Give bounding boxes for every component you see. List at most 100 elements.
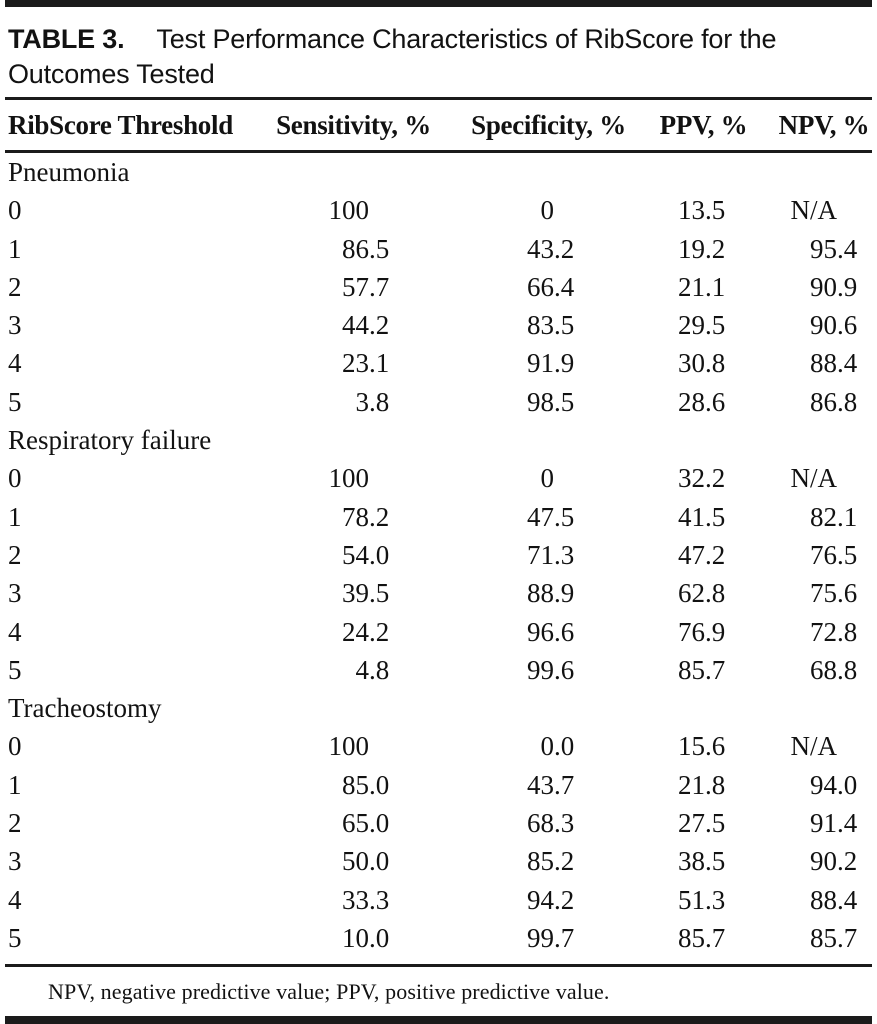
number-frac-part — [369, 459, 390, 497]
cell-value: 10.0 — [257, 919, 444, 957]
table-row: 3 50.0 85.2 38.5 90.2 — [5, 842, 872, 880]
decimal-aligned-number: 38.5 — [639, 842, 726, 880]
number-frac-part: .9 — [554, 348, 575, 379]
number-int-part: 13 — [678, 195, 705, 226]
cell-threshold: 1 — [8, 501, 22, 532]
number-int-part: 54 — [342, 539, 369, 570]
decimal-aligned-number: 3.8 — [257, 383, 390, 421]
cell-value: 13.5 — [639, 191, 754, 229]
section-name: Pneumonia — [8, 157, 130, 187]
cell-threshold: 4 — [8, 616, 22, 647]
number-frac-part: .8 — [837, 616, 858, 647]
footnote: NPV, negative predictive value; PPV, pos… — [48, 979, 610, 1005]
number-int-part: 3 — [355, 386, 370, 417]
cell-value: 85.2 — [444, 842, 639, 880]
decimal-aligned-number: 94.2 — [444, 881, 575, 919]
number-frac-part: .5 — [369, 233, 390, 264]
number-int-part: 94 — [810, 769, 837, 800]
table-row: 1 85.0 43.7 21.8 94.0 — [5, 766, 872, 804]
number-int-part: 43 — [527, 233, 554, 264]
number-int-part: 47 — [678, 539, 705, 570]
number-int-part: 66 — [527, 271, 554, 302]
decimal-aligned-number: 29.5 — [639, 306, 726, 344]
cell-value: 90.2 — [754, 842, 872, 880]
cell-value: 0 — [444, 191, 639, 229]
table-row: 2 57.7 66.4 21.1 90.9 — [5, 268, 872, 306]
cell-value: 24.2 — [257, 613, 444, 651]
decimal-aligned-number: 47.2 — [639, 536, 726, 574]
number-frac-part: .5 — [705, 808, 726, 839]
decimal-aligned-number: 85.7 — [754, 919, 858, 957]
decimal-aligned-number: 4.8 — [257, 651, 390, 689]
decimal-aligned-number: 24.2 — [257, 613, 390, 651]
cell-value: 85.7 — [639, 651, 754, 689]
table-row: 0 100 0.0 15.6 N/A — [5, 727, 872, 765]
cell-value: 99.6 — [444, 651, 639, 689]
decimal-aligned-number: 43.7 — [444, 766, 575, 804]
cell-value: 86.5 — [257, 230, 444, 268]
number-frac-part: .3 — [554, 539, 575, 570]
section-header-row: Tracheostomy — [5, 689, 872, 727]
number-frac-part: .2 — [705, 463, 726, 494]
table-row: 1 78.2 47.5 41.5 82.1 — [5, 498, 872, 536]
number-int-part: 90 — [810, 846, 837, 877]
cell-value: 91.9 — [444, 344, 639, 382]
table-row: 4 24.2 96.6 76.9 72.8 — [5, 613, 872, 651]
number-int-part: 100 — [328, 731, 370, 762]
decimal-aligned-number: 98.5 — [444, 383, 575, 421]
decimal-aligned-number: 33.3 — [257, 881, 390, 919]
number-frac-part: .8 — [705, 769, 726, 800]
cell-value: 99.7 — [444, 919, 639, 957]
cell-value: 71.3 — [444, 536, 639, 574]
number-int-part: 51 — [678, 884, 705, 915]
cell-value: N/A — [754, 191, 872, 229]
number-int-part: 76 — [678, 616, 705, 647]
number-int-part: 85 — [342, 769, 369, 800]
number-frac-part: .8 — [705, 578, 726, 609]
number-int-part: 98 — [527, 386, 554, 417]
column-header-3: Specificity, % — [444, 98, 639, 153]
decimal-aligned-number: 91.9 — [444, 344, 575, 382]
cell-value: 0 — [444, 459, 639, 497]
cell-value: 21.8 — [639, 766, 754, 804]
cell-value: N/A — [754, 459, 872, 497]
cell-value: 72.8 — [754, 613, 872, 651]
title-text-line1: Test Performance Characteristics of RibS… — [156, 24, 777, 54]
number-int-part: 76 — [810, 539, 837, 570]
section-header-row: Respiratory failure — [5, 421, 872, 459]
number-frac-part: .7 — [554, 769, 575, 800]
number-frac-part: .0 — [554, 731, 575, 762]
number-int-part: 0 — [540, 731, 555, 762]
number-int-part: 43 — [527, 769, 554, 800]
decimal-aligned-number: 75.6 — [754, 574, 858, 612]
number-frac-part: .1 — [369, 348, 390, 379]
number-frac-part: .4 — [554, 271, 575, 302]
number-frac-part: .9 — [554, 578, 575, 609]
decimal-aligned-number: 23.1 — [257, 344, 390, 382]
number-frac-part: .8 — [369, 654, 390, 685]
number-frac-part: .8 — [837, 654, 858, 685]
number-frac-part: .7 — [554, 922, 575, 953]
cell-value: 51.3 — [639, 881, 754, 919]
table-row: 0 100 0 32.2 N/A — [5, 459, 872, 497]
number-frac-part: .5 — [705, 846, 726, 877]
decimal-aligned-number: 83.5 — [444, 306, 575, 344]
number-int-part: 88 — [527, 578, 554, 609]
decimal-aligned-number: 30.8 — [639, 344, 726, 382]
number-frac-part: .2 — [554, 884, 575, 915]
number-int-part: 85 — [527, 846, 554, 877]
number-int-part: 21 — [678, 271, 705, 302]
decimal-aligned-number: 88.4 — [754, 344, 858, 382]
table-row: 1 86.5 43.2 19.2 95.4 — [5, 230, 872, 268]
decimal-aligned-number: 13.5 — [639, 191, 726, 229]
number-int-part: N/A — [790, 731, 838, 762]
number-frac-part: .2 — [369, 616, 390, 647]
number-int-part: N/A — [790, 463, 838, 494]
cell-value: 3.8 — [257, 383, 444, 421]
number-frac-part: .4 — [837, 233, 858, 264]
cell-value: 78.2 — [257, 498, 444, 536]
cell-threshold: 2 — [8, 539, 22, 570]
decimal-aligned-number: 85.7 — [639, 651, 726, 689]
number-int-part: 65 — [342, 808, 369, 839]
number-int-part: 30 — [678, 348, 705, 379]
